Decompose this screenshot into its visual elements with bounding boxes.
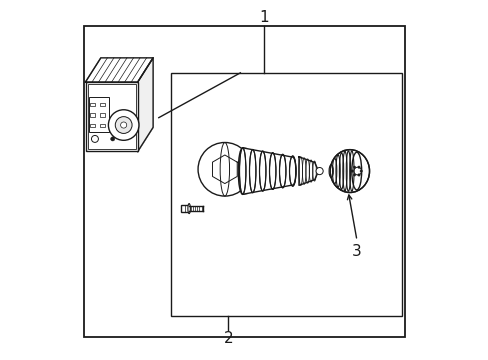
Ellipse shape	[351, 152, 361, 190]
Polygon shape	[85, 58, 153, 82]
Circle shape	[115, 117, 132, 134]
Bar	[88, 97, 108, 132]
Ellipse shape	[289, 157, 295, 185]
Circle shape	[108, 110, 139, 140]
Circle shape	[315, 167, 323, 175]
Circle shape	[352, 166, 355, 168]
Bar	[181, 205, 189, 212]
Circle shape	[353, 167, 361, 175]
Bar	[83, 26, 405, 337]
Circle shape	[359, 170, 362, 172]
Bar	[100, 103, 104, 106]
Circle shape	[198, 143, 251, 196]
Bar	[242, 148, 292, 194]
Bar	[90, 113, 95, 117]
Circle shape	[357, 174, 360, 176]
Bar	[85, 82, 138, 152]
Text: 3: 3	[351, 244, 361, 259]
Polygon shape	[138, 58, 153, 152]
Bar	[100, 113, 104, 117]
Ellipse shape	[238, 148, 246, 194]
Text: 1: 1	[259, 10, 268, 25]
Circle shape	[121, 122, 126, 128]
Ellipse shape	[187, 203, 190, 213]
Circle shape	[357, 166, 360, 168]
Bar	[90, 103, 95, 106]
Polygon shape	[298, 157, 318, 185]
Circle shape	[110, 137, 115, 141]
Bar	[100, 123, 104, 127]
Text: 2: 2	[223, 332, 233, 346]
Bar	[90, 123, 95, 127]
Circle shape	[352, 174, 355, 176]
Circle shape	[350, 170, 353, 172]
Bar	[171, 73, 401, 316]
Bar	[87, 84, 135, 149]
Ellipse shape	[329, 150, 369, 193]
